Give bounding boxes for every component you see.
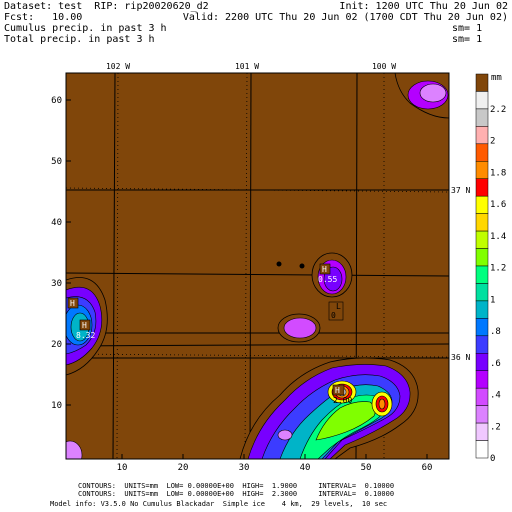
- colorbar-swatch: [475, 161, 489, 179]
- x-tick-label: 10: [117, 463, 128, 473]
- colorbar-label: 1.6: [490, 200, 506, 210]
- colorbar-swatch: [475, 126, 489, 145]
- forecast-hour-label: Fcst: 10.00: [4, 12, 83, 23]
- colorbar-swatch: [475, 230, 489, 249]
- colorbar-units: mm: [491, 73, 502, 83]
- colorbar-swatch: [475, 283, 489, 302]
- colorbar-swatch: [475, 300, 489, 319]
- latitude-label: 36 N: [451, 353, 470, 362]
- colorbar-label: .2: [490, 422, 501, 432]
- field-title-cumulus: Cumulus precip. in past 3 h: [4, 23, 167, 34]
- extrema-labels: H 8.32 H 0.55 H H 2.00 L 0: [67, 263, 352, 405]
- x-tick-label: 40: [300, 463, 311, 473]
- longitude-label: 100 W: [372, 62, 396, 71]
- colorbar-swatch: [475, 178, 489, 197]
- point-marker: [276, 261, 282, 267]
- colorbar-label: 0: [490, 454, 495, 464]
- graticule: [66, 73, 449, 459]
- colorbar-swatch: [475, 440, 489, 459]
- valid-time-label: Valid: 2200 UTC Thu 20 Jun 02 (1700 CDT …: [182, 12, 508, 23]
- colorbar-swatch: [475, 405, 489, 424]
- colorbar-swatch: [475, 213, 489, 232]
- colorbar-label: .6: [490, 359, 501, 369]
- colorbar-label: .8: [490, 327, 501, 337]
- colorbar-swatch: [475, 108, 489, 127]
- smoothing-label-1: sm= 1: [452, 23, 483, 34]
- axis-ticks: [66, 99, 428, 459]
- colorbar-swatch: [475, 248, 489, 267]
- colorbar-swatch: [475, 265, 489, 284]
- high-value-south: 2.00: [333, 396, 352, 405]
- precip-area-center: [277, 252, 353, 343]
- precip-area-south: [239, 357, 419, 459]
- colorbar-label: 1: [490, 295, 495, 305]
- contour-info-1: CONTOURS: UNITS=mm LOW= 0.00000E+00 HIGH…: [78, 482, 395, 490]
- colorbar-label: 1.8: [490, 168, 506, 178]
- precip-area-sw: [66, 440, 83, 459]
- y-tick-label: 40: [51, 218, 62, 228]
- field-title-total: Total precip. in past 3 h: [4, 34, 155, 45]
- x-tick-label: 20: [178, 463, 189, 473]
- x-tick-label: 50: [361, 463, 372, 473]
- y-tick-label: 60: [51, 96, 62, 106]
- high-value-west: 8.32: [76, 331, 95, 340]
- dataset-label: Dataset: test RIP: rip20020620_d2: [4, 1, 209, 12]
- y-tick-label: 30: [51, 279, 62, 289]
- high-value-center: 0.55: [318, 275, 337, 284]
- latitude-label: 37 N: [451, 186, 470, 195]
- high-mark-west: H: [82, 321, 87, 330]
- colorbar-label: 2: [490, 137, 495, 147]
- colorbar-swatch: [475, 91, 489, 110]
- plot-frame: [65, 72, 450, 460]
- longitude-label: 101 W: [235, 62, 259, 71]
- colorbar-label: 1.4: [490, 232, 506, 242]
- longitude-label: 102 W: [106, 62, 130, 71]
- colorbar-swatch: [475, 422, 489, 441]
- low-value: 0: [331, 311, 336, 320]
- high-mark-center: H: [322, 265, 327, 274]
- colorbar-swatch: [475, 73, 489, 92]
- high-mark-edge: H: [70, 299, 75, 308]
- contour-info-2: CONTOURS: UNITS=mm LOW= 0.00000E+00 HIGH…: [78, 490, 395, 498]
- colorbar-swatch: [475, 335, 489, 354]
- colorbar: [475, 73, 489, 459]
- y-tick-label: 10: [51, 401, 62, 411]
- init-time-label: Init: 1200 UTC Thu 20 Jun 02: [339, 1, 508, 12]
- colorbar-label: 1.2: [490, 264, 506, 274]
- colorbar-label: .4: [490, 391, 501, 401]
- colorbar-swatch: [475, 143, 489, 162]
- y-tick-label: 20: [51, 340, 62, 350]
- x-tick-label: 30: [239, 463, 250, 473]
- colorbar-swatch: [475, 195, 489, 214]
- low-mark: L: [336, 302, 341, 311]
- model-info: Model info: V3.5.0 No Cumulus Blackadar …: [50, 500, 388, 508]
- high-mark-south: H: [335, 386, 340, 395]
- colorbar-swatch: [475, 387, 489, 406]
- colorbar-label: 2.2: [490, 105, 506, 115]
- x-tick-label: 60: [422, 463, 433, 473]
- precip-area-ne: [394, 73, 449, 119]
- point-marker: [299, 263, 305, 269]
- colorbar-swatch: [475, 370, 489, 389]
- colorbar-swatch: [475, 353, 489, 371]
- smoothing-label-2: sm= 1: [452, 34, 483, 45]
- y-tick-label: 50: [51, 157, 62, 167]
- colorbar-swatch: [475, 318, 489, 337]
